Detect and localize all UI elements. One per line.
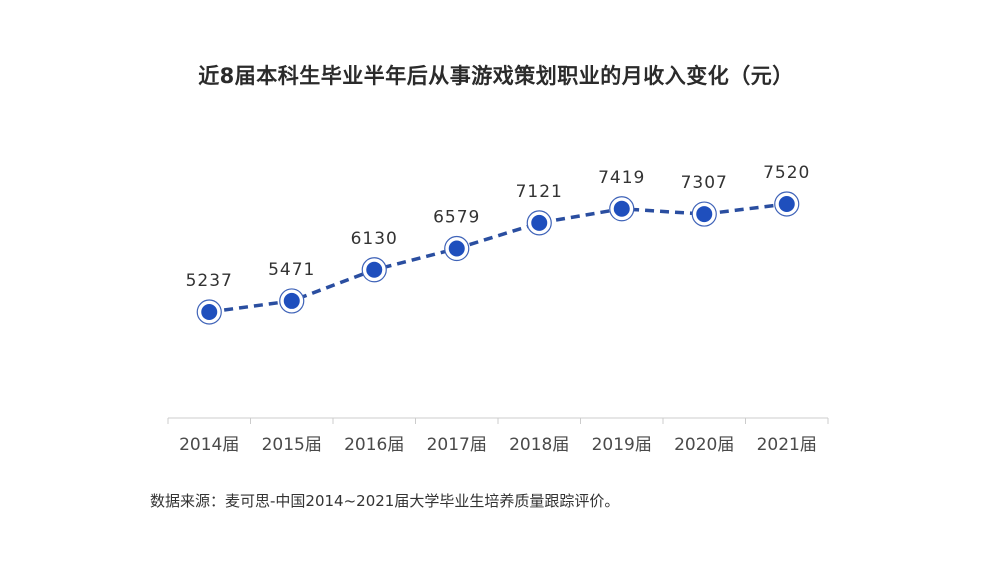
data-point-marker <box>448 240 465 257</box>
data-label: 7520 <box>763 163 810 183</box>
x-tick-label: 2014届 <box>179 435 239 455</box>
data-label: 6579 <box>433 208 480 228</box>
data-point-marker <box>696 206 713 223</box>
data-point <box>279 288 305 314</box>
data-point-marker <box>531 214 548 231</box>
series-line <box>209 202 788 314</box>
data-label: 5237 <box>186 271 233 291</box>
data-point <box>196 299 222 325</box>
data-label: 7419 <box>598 168 645 188</box>
data-point <box>691 201 717 227</box>
data-point-marker <box>283 292 300 309</box>
data-label: 5471 <box>268 260 315 280</box>
data-point <box>774 191 800 217</box>
x-tick-label: 2021届 <box>757 435 817 455</box>
data-point <box>361 257 387 283</box>
x-tick-label: 2020届 <box>674 435 734 455</box>
data-label: 7121 <box>516 182 563 202</box>
data-label: 7307 <box>681 173 728 193</box>
x-tick-label: 2015届 <box>262 435 322 455</box>
x-tick-label: 2019届 <box>592 435 652 455</box>
data-point-marker <box>778 196 795 212</box>
data-point-marker <box>201 304 218 320</box>
data-label: 6130 <box>351 229 398 249</box>
chart-title: 近8届本科生毕业半年后从事游戏策划职业的月收入变化（元） <box>198 64 794 88</box>
data-point-marker <box>613 200 630 217</box>
x-tick-label: 2018届 <box>509 435 569 455</box>
data-point <box>609 196 635 222</box>
source-note: 数据来源：麦可思-中国2014~2021届大学毕业生培养质量跟踪评价。 <box>150 492 620 510</box>
data-point <box>444 235 470 262</box>
x-tick-label: 2017届 <box>427 435 487 455</box>
data-point <box>526 210 552 236</box>
data-point-marker <box>366 261 383 278</box>
x-tick-label: 2016届 <box>344 435 404 455</box>
